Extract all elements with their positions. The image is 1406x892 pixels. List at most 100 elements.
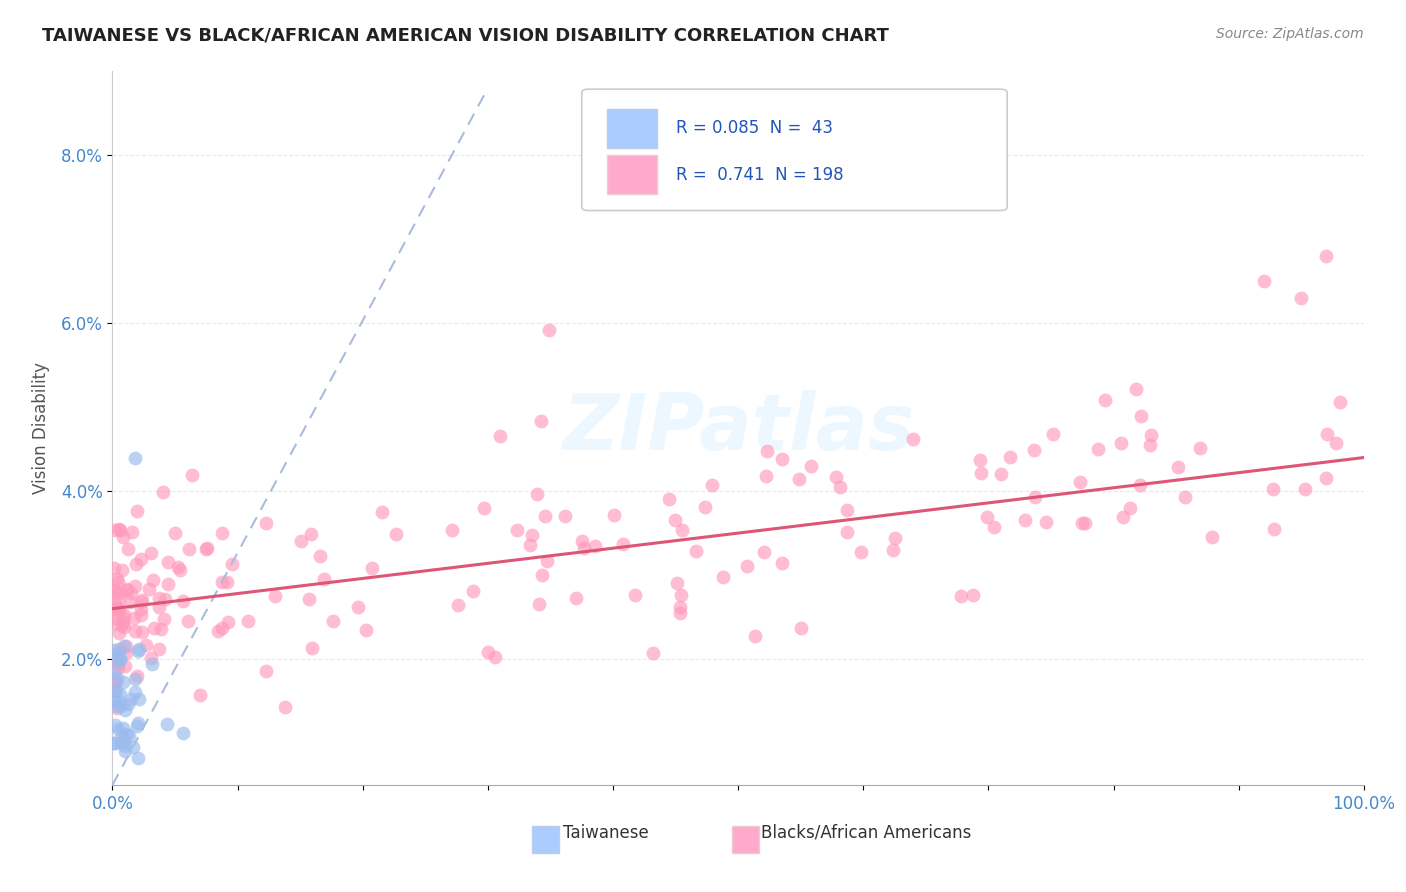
- Point: [169, 563, 191, 577]
- Point: [131, 624, 153, 639]
- Point: [124, 450, 146, 465]
- Point: [207, 624, 229, 639]
- Point: [112, 732, 135, 747]
- Point: [124, 624, 146, 639]
- Point: [1263, 522, 1285, 536]
- Point: [195, 541, 218, 556]
- Point: [128, 692, 150, 706]
- Point: [347, 600, 370, 615]
- Point: [1174, 490, 1197, 504]
- Point: [664, 513, 686, 527]
- Point: [124, 685, 146, 699]
- Point: [105, 684, 128, 698]
- Point: [105, 698, 128, 713]
- Point: [108, 585, 131, 599]
- Point: [1253, 274, 1275, 288]
- Point: [770, 452, 793, 467]
- Point: [108, 592, 131, 607]
- Point: [107, 646, 129, 660]
- Point: [1069, 475, 1091, 489]
- Point: [105, 653, 128, 667]
- Bar: [531, 826, 560, 853]
- Point: [537, 322, 560, 336]
- Point: [835, 524, 858, 539]
- Point: [107, 661, 129, 675]
- Point: [385, 527, 408, 541]
- Point: [603, 508, 626, 522]
- Point: [112, 608, 135, 623]
- Point: [624, 588, 647, 602]
- Bar: [607, 109, 657, 148]
- Point: [254, 516, 277, 531]
- Point: [274, 699, 297, 714]
- Point: [124, 673, 146, 687]
- Point: [115, 582, 138, 596]
- Point: [526, 487, 548, 501]
- Point: [103, 736, 125, 750]
- Point: [148, 599, 170, 614]
- Point: [441, 524, 464, 538]
- Point: [790, 621, 813, 635]
- Point: [125, 669, 148, 683]
- Point: [1074, 516, 1097, 530]
- Point: [104, 611, 127, 625]
- Point: [148, 591, 170, 605]
- Point: [114, 739, 136, 754]
- Point: [103, 684, 125, 698]
- Point: [354, 623, 377, 637]
- Point: [103, 643, 125, 657]
- Text: ZIPatlas: ZIPatlas: [562, 390, 914, 467]
- Point: [211, 621, 233, 635]
- Point: [114, 703, 136, 717]
- Point: [149, 622, 172, 636]
- Point: [139, 650, 162, 665]
- Point: [755, 469, 778, 483]
- Point: [882, 543, 904, 558]
- Point: [120, 595, 142, 609]
- Point: [976, 509, 998, 524]
- Point: [111, 721, 134, 735]
- Text: TAIWANESE VS BLACK/AFRICAN AMERICAN VISION DISABILITY CORRELATION CHART: TAIWANESE VS BLACK/AFRICAN AMERICAN VISI…: [42, 27, 889, 45]
- Point: [658, 492, 681, 507]
- Point: [103, 666, 125, 681]
- Point: [104, 675, 127, 690]
- Point: [998, 450, 1021, 465]
- Point: [108, 626, 131, 640]
- Point: [211, 526, 233, 541]
- Point: [1125, 382, 1147, 396]
- Point: [463, 584, 485, 599]
- Text: R = 0.085  N =  43: R = 0.085 N = 43: [675, 120, 832, 137]
- Point: [612, 537, 634, 551]
- Point: [669, 600, 692, 615]
- Point: [1263, 482, 1285, 496]
- Point: [107, 671, 129, 685]
- Point: [835, 502, 858, 516]
- Point: [121, 524, 143, 539]
- Point: [990, 467, 1012, 481]
- Point: [527, 597, 550, 611]
- Point: [1315, 470, 1337, 484]
- Point: [105, 617, 128, 632]
- Point: [122, 611, 145, 625]
- Point: [949, 589, 972, 603]
- Point: [1070, 516, 1092, 530]
- Point: [172, 726, 194, 740]
- Point: [669, 607, 692, 621]
- Point: [129, 595, 152, 609]
- Point: [1316, 426, 1339, 441]
- Point: [115, 640, 138, 654]
- Point: [830, 480, 852, 494]
- Point: [111, 728, 134, 742]
- Point: [142, 573, 165, 587]
- Point: [110, 735, 132, 749]
- Point: [127, 719, 149, 733]
- Point: [112, 620, 135, 634]
- Point: [114, 659, 136, 673]
- Point: [217, 615, 239, 630]
- Point: [112, 615, 135, 630]
- Point: [1042, 427, 1064, 442]
- Point: [221, 557, 243, 571]
- Point: [301, 640, 323, 655]
- Point: [711, 570, 734, 584]
- Point: [167, 560, 190, 574]
